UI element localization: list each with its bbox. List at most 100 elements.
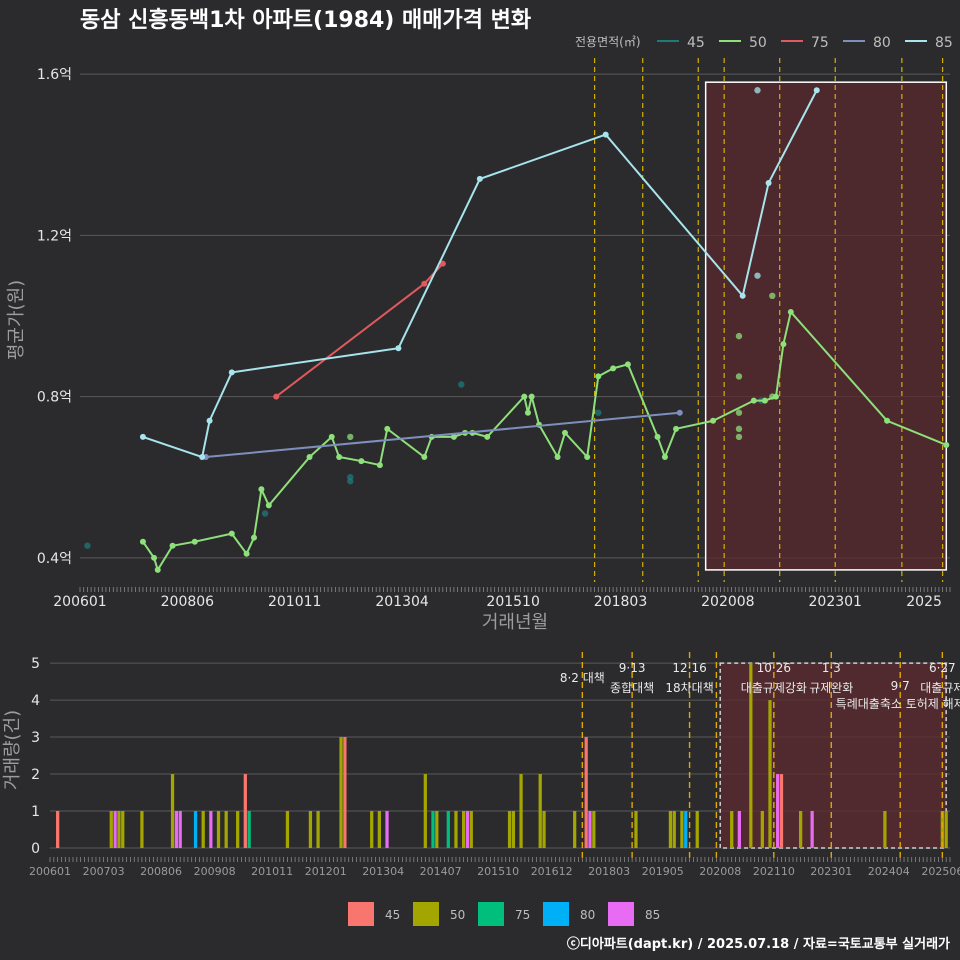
volume-bar-50 (519, 774, 523, 848)
series-point-50 (750, 397, 757, 404)
volume-bar-50 (542, 811, 546, 848)
volume-bar-50 (592, 811, 596, 848)
series-point-50 (884, 417, 891, 424)
policy-annotation-text: 8·2 대책 (560, 670, 605, 685)
volume-bar-50 (511, 811, 516, 848)
volume-bar-50 (799, 811, 803, 848)
volume-bar-85 (737, 811, 741, 848)
series-point-50 (151, 554, 158, 561)
volume-bar-50 (768, 700, 772, 848)
series-point-50 (347, 433, 354, 441)
series-point-50 (169, 542, 176, 549)
volume-bar-50 (216, 811, 221, 848)
series-point-50 (554, 454, 561, 461)
series-point-50 (584, 454, 591, 461)
volume-bar-50 (668, 811, 673, 848)
series-point-85 (754, 272, 761, 279)
volume-bar-85 (209, 811, 213, 848)
series-point-45 (347, 478, 354, 485)
volume-bar-85 (385, 811, 389, 848)
series-point-85 (739, 292, 746, 299)
volume-bar-45 (584, 737, 588, 848)
series-point-50 (258, 486, 265, 493)
series-point-50 (524, 409, 531, 416)
volume-bar-75 (247, 811, 251, 848)
y-tick-label-bottom: 5 (31, 656, 40, 672)
series-point-50 (735, 332, 743, 340)
series-point-45 (458, 381, 465, 388)
volume-bar-50 (201, 811, 205, 848)
volume-bar-50 (377, 811, 381, 848)
x-tick-label: 202008 (701, 594, 754, 610)
legend-swatch-bottom-85 (608, 902, 634, 926)
volume-bar-50 (940, 811, 944, 848)
series-point-50 (943, 441, 950, 448)
x-tick-label-bottom: 201201 (305, 865, 347, 878)
series-point-50 (654, 433, 661, 440)
legend-label-45: 45 (687, 35, 705, 51)
policy-annotation-date: 1·3 (822, 661, 841, 675)
policy-annotation-text: 9·7 (891, 679, 910, 693)
legend-label-bottom-85: 85 (645, 908, 660, 922)
volume-bar-50 (236, 811, 240, 848)
series-point-80 (676, 409, 683, 416)
x-tick-label: 2025 (906, 594, 942, 610)
series-point-85 (139, 433, 146, 440)
legend-label-bottom-50: 50 (450, 908, 465, 922)
y-tick-label: 0.8억 (37, 390, 72, 406)
volume-bar-45 (779, 774, 784, 848)
series-point-50 (735, 425, 743, 433)
series-point-50 (521, 393, 528, 400)
volume-bar-50 (423, 774, 427, 848)
series-point-85 (602, 131, 609, 138)
series-point-50 (306, 454, 313, 461)
series-point-85 (813, 87, 820, 94)
y-tick-label-bottom: 3 (31, 730, 40, 746)
series-point-50 (769, 292, 776, 300)
volume-bar-50 (121, 811, 125, 848)
volume-bar-75 (431, 811, 435, 848)
series-point-50 (421, 454, 428, 461)
y-tick-label-bottom: 1 (31, 804, 40, 820)
legend-swatch-bottom-45 (348, 902, 374, 926)
policy-annotation-text: 특례대출축소 토허제 해제 (836, 697, 960, 711)
volume-bar-85 (174, 811, 179, 848)
volume-bar-50 (634, 811, 638, 848)
series-point-50 (384, 425, 391, 432)
policy-annotation-text: 종합대책 (610, 680, 654, 695)
volume-bar-50 (454, 811, 458, 848)
volume-bar-50 (680, 811, 684, 848)
legend-swatch-bottom-75 (478, 902, 504, 926)
series-line-85 (142, 89, 818, 459)
x-tick-label: 200806 (161, 594, 215, 610)
series-point-50 (735, 433, 743, 441)
volume-bar-50 (435, 811, 439, 848)
volume-bar-85 (810, 811, 814, 848)
x-tick-label-bottom: 201612 (531, 865, 573, 878)
policy-annotation-text: 규제완화 (809, 681, 853, 695)
volume-bar-75 (446, 811, 450, 848)
volume-bar-50 (170, 774, 175, 848)
x-tick-label-bottom: 202301 (810, 865, 852, 878)
legend-swatch-bottom-50 (413, 902, 439, 926)
series-point-50 (610, 365, 617, 372)
legend-title: 전용면적(㎡) (575, 35, 641, 49)
volume-bar-50 (760, 811, 764, 848)
series-point-85 (228, 369, 235, 376)
legend-label-bottom-75: 75 (515, 908, 530, 922)
x-tick-label-bottom: 200601 (29, 865, 71, 878)
x-tick-label-bottom: 201905 (642, 865, 684, 878)
volume-bar-85 (113, 811, 117, 848)
volume-bar-50 (883, 811, 887, 848)
series-point-75 (273, 393, 280, 400)
series-point-50 (528, 393, 535, 400)
legend-label-50: 50 (749, 35, 767, 51)
highlight-range-box (704, 81, 948, 571)
policy-annotation-text: 대출규제강화 (741, 681, 807, 695)
x-tick-label-bottom: 202008 (699, 865, 741, 878)
series-point-75 (421, 280, 428, 287)
policy-annotation-date: 6·27 (929, 661, 956, 675)
series-point-50 (139, 538, 146, 545)
volume-bar-50 (730, 811, 734, 848)
